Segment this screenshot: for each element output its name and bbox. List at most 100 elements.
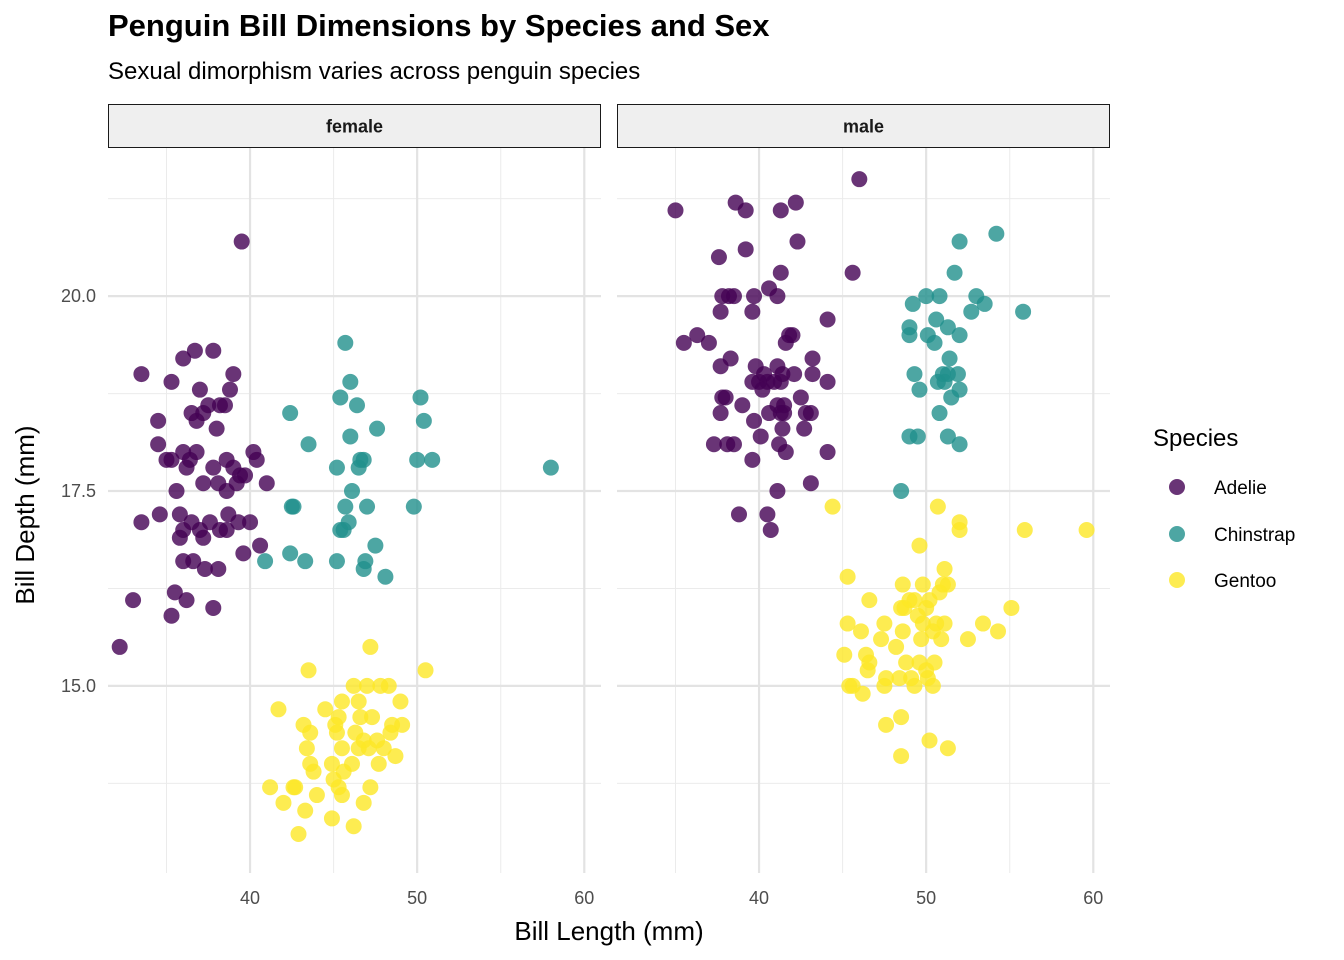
point-adelie bbox=[769, 288, 786, 305]
point-gentoo bbox=[417, 662, 434, 679]
y-tick-label: 17.5 bbox=[61, 481, 96, 501]
point-adelie bbox=[804, 350, 821, 367]
point-adelie bbox=[228, 475, 245, 492]
point-gentoo bbox=[839, 615, 856, 632]
point-gentoo bbox=[370, 755, 387, 772]
point-adelie bbox=[802, 405, 819, 422]
point-adelie bbox=[730, 506, 747, 523]
point-adelie bbox=[195, 529, 212, 546]
point-chinstrap bbox=[328, 553, 345, 570]
point-gentoo bbox=[300, 662, 317, 679]
point-adelie bbox=[230, 514, 247, 531]
point-adelie bbox=[786, 366, 803, 383]
x-tick-label: 50 bbox=[407, 888, 427, 908]
point-adelie bbox=[195, 405, 212, 422]
point-chinstrap bbox=[369, 420, 386, 437]
point-gentoo bbox=[308, 787, 325, 804]
point-adelie bbox=[712, 303, 729, 320]
point-adelie bbox=[233, 233, 250, 250]
point-gentoo bbox=[317, 701, 334, 718]
point-chinstrap bbox=[931, 405, 948, 422]
point-adelie bbox=[675, 334, 692, 351]
point-adelie bbox=[181, 451, 198, 468]
point-chinstrap bbox=[951, 436, 968, 453]
point-adelie bbox=[772, 264, 789, 281]
point-chinstrap bbox=[904, 295, 921, 312]
point-gentoo bbox=[362, 638, 379, 655]
point-chinstrap bbox=[337, 334, 354, 351]
point-chinstrap bbox=[976, 295, 993, 312]
point-gentoo bbox=[929, 498, 946, 515]
point-gentoo bbox=[350, 693, 367, 710]
point-chinstrap bbox=[337, 498, 354, 515]
point-adelie bbox=[125, 592, 142, 609]
legend-key-chinstrap bbox=[1169, 526, 1185, 542]
point-chinstrap bbox=[332, 389, 349, 406]
point-adelie bbox=[737, 241, 754, 258]
point-gentoo bbox=[836, 646, 853, 663]
point-gentoo bbox=[275, 794, 292, 811]
point-adelie bbox=[752, 428, 769, 445]
point-adelie bbox=[796, 420, 813, 437]
point-gentoo bbox=[878, 716, 895, 733]
point-gentoo bbox=[364, 709, 381, 726]
point-adelie bbox=[712, 358, 729, 375]
point-gentoo bbox=[893, 709, 910, 726]
point-gentoo bbox=[841, 677, 858, 694]
legend-key-gentoo bbox=[1169, 572, 1185, 588]
point-gentoo bbox=[898, 654, 915, 671]
point-gentoo bbox=[876, 677, 893, 694]
point-adelie bbox=[776, 405, 793, 422]
point-gentoo bbox=[934, 576, 951, 593]
point-adelie bbox=[844, 264, 861, 281]
point-adelie bbox=[195, 475, 212, 492]
point-chinstrap bbox=[1015, 303, 1032, 320]
point-adelie bbox=[734, 397, 751, 414]
point-chinstrap bbox=[415, 412, 432, 429]
point-chinstrap bbox=[355, 451, 372, 468]
point-gentoo bbox=[302, 724, 319, 741]
point-gentoo bbox=[290, 826, 307, 843]
point-adelie bbox=[175, 350, 192, 367]
point-gentoo bbox=[951, 521, 968, 538]
point-adelie bbox=[178, 592, 195, 609]
point-adelie bbox=[819, 444, 836, 461]
point-chinstrap bbox=[909, 428, 926, 445]
point-chinstrap bbox=[988, 225, 1005, 242]
point-gentoo bbox=[345, 677, 362, 694]
point-adelie bbox=[196, 560, 213, 577]
point-gentoo bbox=[352, 709, 369, 726]
point-adelie bbox=[150, 436, 167, 453]
point-chinstrap bbox=[946, 264, 963, 281]
point-gentoo bbox=[382, 724, 399, 741]
point-gentoo bbox=[355, 794, 372, 811]
point-adelie bbox=[789, 233, 806, 250]
point-adelie bbox=[163, 373, 180, 390]
point-chinstrap bbox=[936, 373, 953, 390]
point-gentoo bbox=[298, 740, 315, 757]
legend-label-gentoo: Gentoo bbox=[1214, 571, 1276, 592]
point-chinstrap bbox=[297, 553, 314, 570]
point-adelie bbox=[761, 405, 778, 422]
x-tick-label: 50 bbox=[916, 888, 936, 908]
point-gentoo bbox=[859, 662, 876, 679]
point-adelie bbox=[133, 514, 150, 531]
point-gentoo bbox=[392, 693, 409, 710]
point-adelie bbox=[819, 311, 836, 328]
point-adelie bbox=[225, 366, 242, 383]
point-adelie bbox=[171, 529, 188, 546]
point-chinstrap bbox=[939, 319, 956, 336]
facet-strip-female bbox=[108, 104, 601, 148]
point-adelie bbox=[221, 381, 238, 398]
legend-title: Species bbox=[1153, 425, 1238, 452]
point-chinstrap bbox=[893, 483, 910, 500]
point-adelie bbox=[166, 584, 183, 601]
point-gentoo bbox=[1003, 599, 1020, 616]
point-adelie bbox=[725, 436, 742, 453]
point-chinstrap bbox=[409, 451, 426, 468]
point-adelie bbox=[712, 405, 729, 422]
point-adelie bbox=[186, 342, 203, 359]
point-chinstrap bbox=[367, 537, 384, 554]
point-adelie bbox=[762, 521, 779, 538]
point-gentoo bbox=[360, 740, 377, 757]
